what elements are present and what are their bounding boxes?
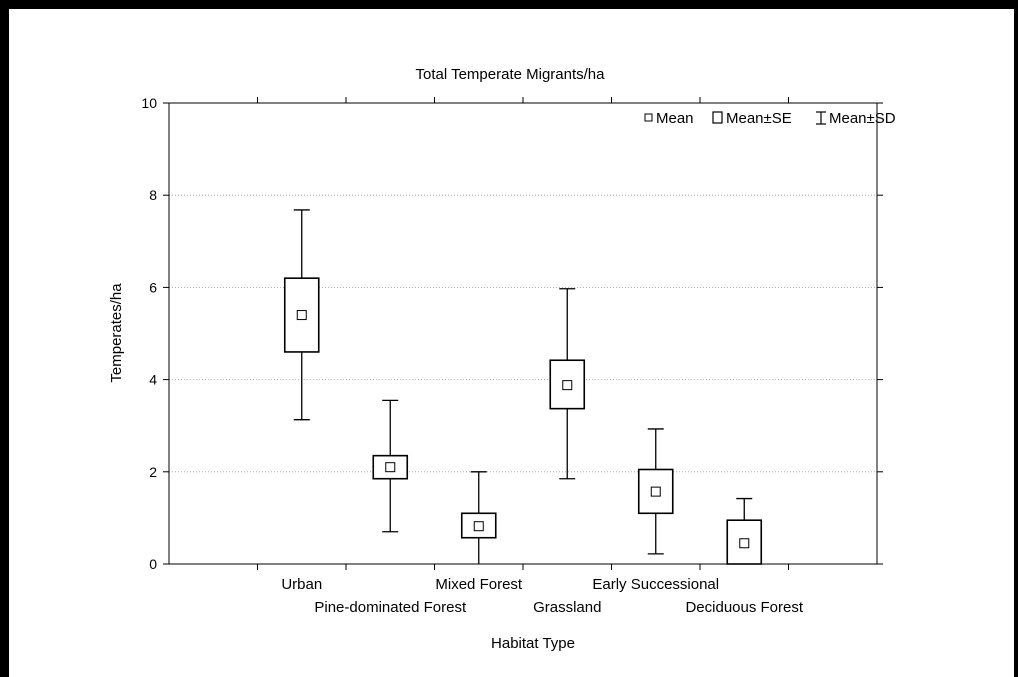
box-pine-dominated-forest	[372, 399, 409, 533]
legend-se-label: Mean±SE	[726, 110, 792, 127]
mean-marker	[296, 310, 307, 321]
legend-se-icon	[712, 111, 723, 124]
y-axis: 0 2 4 6 8 10	[141, 95, 883, 572]
mean-marker	[473, 521, 484, 532]
box-urban	[283, 209, 320, 421]
y-tick-label: 0	[149, 556, 157, 572]
box-early-successional	[637, 428, 674, 555]
legend-sd-icon	[816, 111, 826, 125]
category-label: Pine-dominated Forest	[314, 599, 467, 616]
y-tick-label: 8	[149, 187, 157, 203]
category-label: Early Successional	[592, 576, 719, 593]
x-axis	[257, 97, 789, 570]
y-tick-label: 2	[149, 464, 157, 480]
legend: Mean Mean±SE Mean±SD	[644, 110, 896, 127]
category-label: Urban	[281, 576, 322, 593]
box-deciduous-forest	[726, 497, 763, 565]
category-label: Grassland	[533, 599, 601, 616]
mean-marker	[739, 538, 750, 549]
plot-area	[168, 102, 878, 565]
y-tick-label: 10	[141, 95, 157, 111]
mean-marker	[562, 380, 573, 391]
legend-sd-label: Mean±SD	[829, 110, 896, 127]
boxes	[283, 209, 763, 565]
y-tick-label: 4	[149, 372, 157, 388]
chart-title: Total Temperate Migrants/ha	[416, 66, 606, 83]
category-labels: Urban Pine-dominated Forest Mixed Forest Gr…	[281, 576, 804, 616]
box-mixed-forest	[460, 471, 497, 564]
grid-lines	[169, 194, 877, 473]
y-axis-label: Temperates/ha	[108, 283, 125, 383]
category-label: Deciduous Forest	[685, 599, 803, 616]
mean-marker	[385, 462, 396, 473]
x-axis-label: Habitat Type	[491, 635, 575, 652]
legend-mean-label: Mean	[656, 110, 694, 127]
y-tick-label: 6	[149, 279, 157, 295]
legend-mean-icon	[644, 113, 653, 122]
category-label: Mixed Forest	[435, 576, 523, 593]
box-grassland	[549, 288, 586, 480]
mean-marker	[650, 486, 661, 497]
